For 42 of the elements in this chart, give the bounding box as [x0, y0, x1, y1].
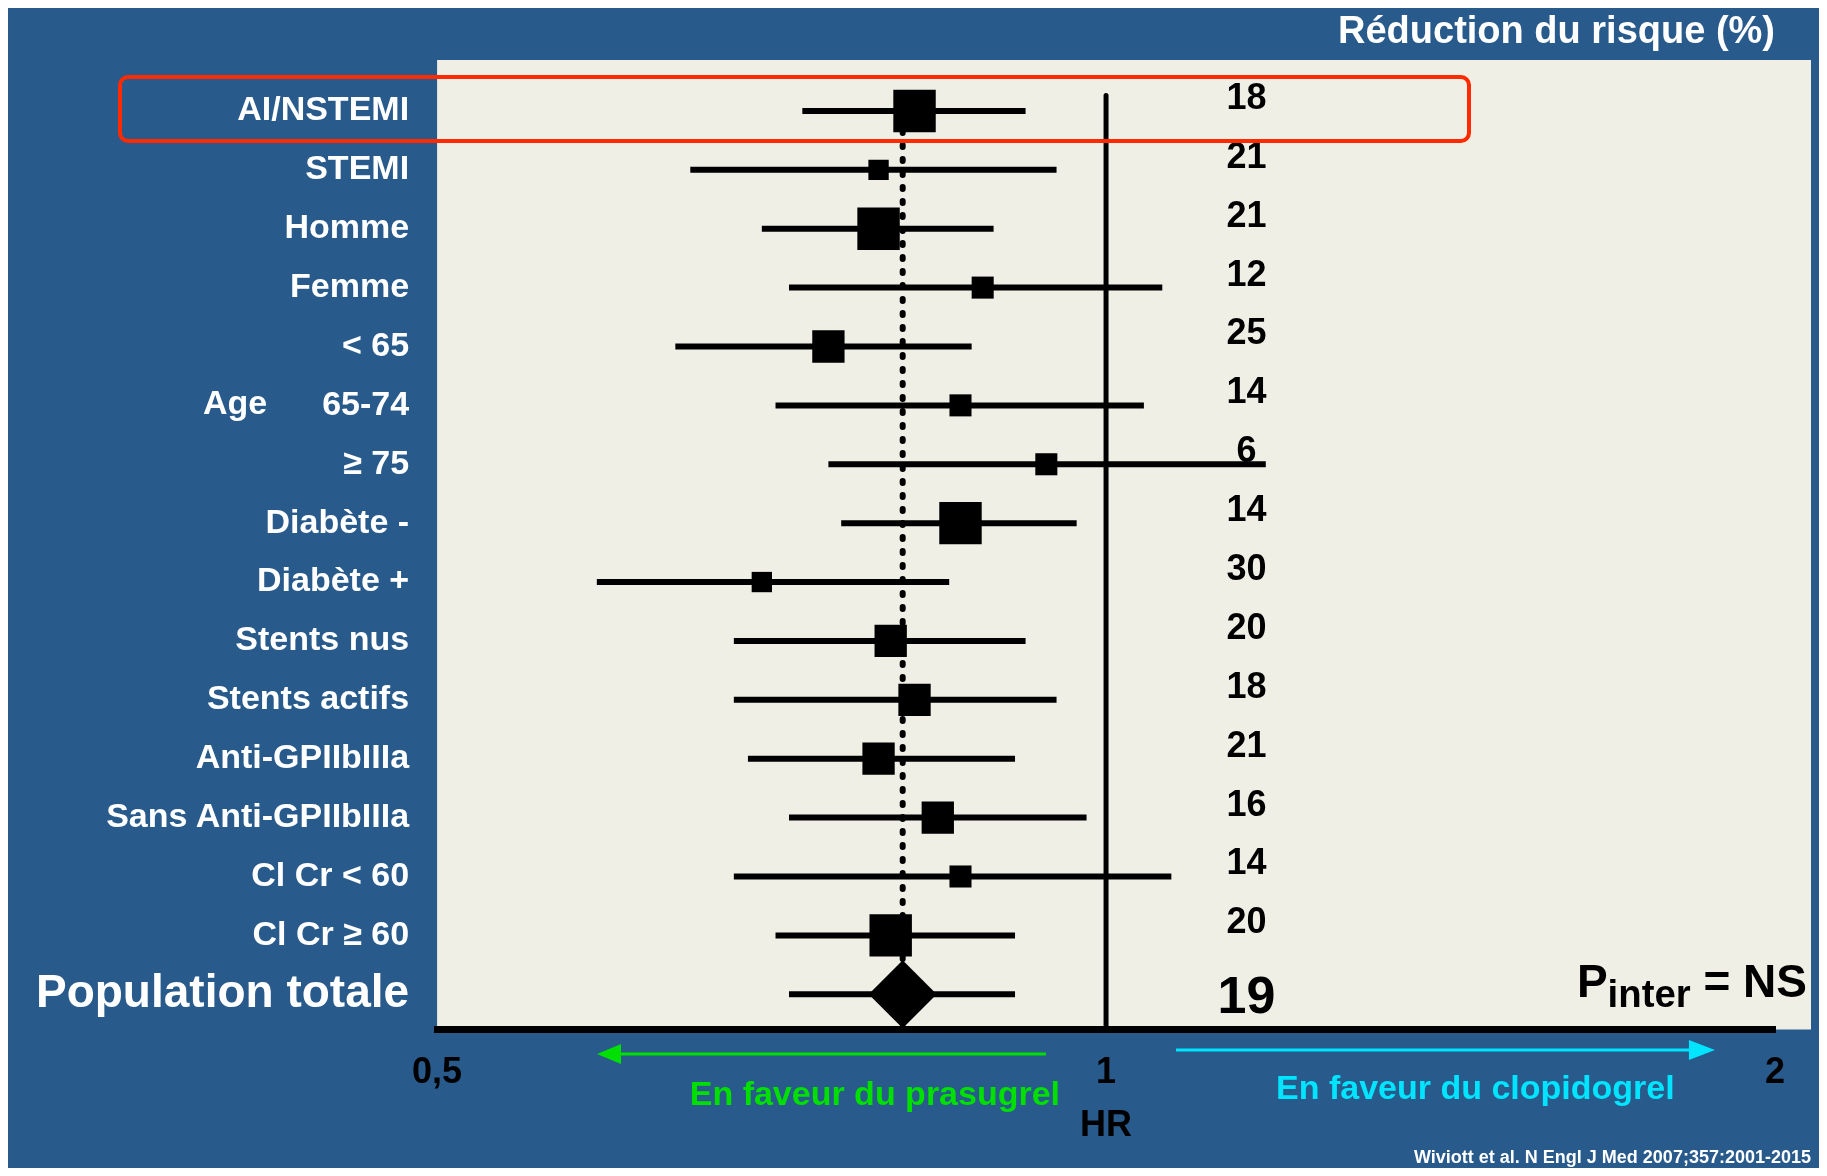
- y-tick-label: Diabète +: [256, 560, 410, 599]
- y-tick-label: AI/NSTEMI: [237, 89, 410, 128]
- y-tick-label: 65-74: [322, 383, 410, 422]
- y-tick-label: Stents actifs: [206, 678, 410, 717]
- annotation: 12: [1226, 252, 1267, 294]
- annotation: 16: [1226, 782, 1267, 824]
- annotation: 25: [1226, 311, 1267, 353]
- annotation: P$_{inter}$ = NS: [1576, 954, 1807, 1017]
- y-tick-label: Anti-GPIIbIIIa: [195, 737, 411, 776]
- chart-title: Réduction du risque (%): [1338, 9, 1775, 52]
- x-axis-title: HR: [1080, 1103, 1133, 1145]
- y-tick-label: < 65: [341, 324, 410, 363]
- annotation: 18: [1226, 75, 1267, 117]
- annotation: 14: [1226, 488, 1267, 530]
- annotation: 19: [1217, 965, 1276, 1024]
- annotation: 21: [1226, 723, 1267, 765]
- y-tick-label: Sans Anti-GPIIbIIIa: [106, 795, 411, 834]
- y-tick-label: Stents nus: [235, 619, 410, 658]
- y-tick-label: Population totale: [35, 964, 410, 1017]
- text: Wiviott et al. N Engl J Med 2007;357:2001-2015: [1413, 1147, 1811, 1168]
- annotation: 20: [1226, 900, 1267, 942]
- y-tick-label: ≥ 75: [343, 442, 410, 481]
- y-tick-label: Cl Cr ≥ 60: [252, 913, 410, 952]
- annotation: 30: [1226, 546, 1267, 588]
- annotation: 21: [1226, 134, 1267, 176]
- annotation: 14: [1226, 841, 1267, 883]
- text: En faveur du clopidogrel: [1276, 1067, 1675, 1107]
- annotation: 18: [1226, 664, 1267, 706]
- y-tick-label: Homme: [284, 207, 410, 246]
- annotation: 21: [1226, 193, 1267, 235]
- annotation: 20: [1226, 605, 1267, 647]
- annotation: 14: [1226, 370, 1267, 412]
- y-tick-label: Diabète -: [265, 501, 410, 540]
- x-tick-label: 0,5: [412, 1050, 463, 1092]
- text: En faveur du prasugrel: [689, 1073, 1061, 1113]
- x-tick-label: 1: [1096, 1050, 1117, 1092]
- y-tick-label: Femme: [290, 265, 410, 304]
- text: Age: [203, 383, 268, 423]
- y-tick-label: Cl Cr < 60: [251, 854, 410, 893]
- y-tick-label: STEMI: [305, 148, 410, 187]
- x-tick-label: 2: [1764, 1050, 1786, 1092]
- annotation: 6: [1236, 429, 1257, 471]
